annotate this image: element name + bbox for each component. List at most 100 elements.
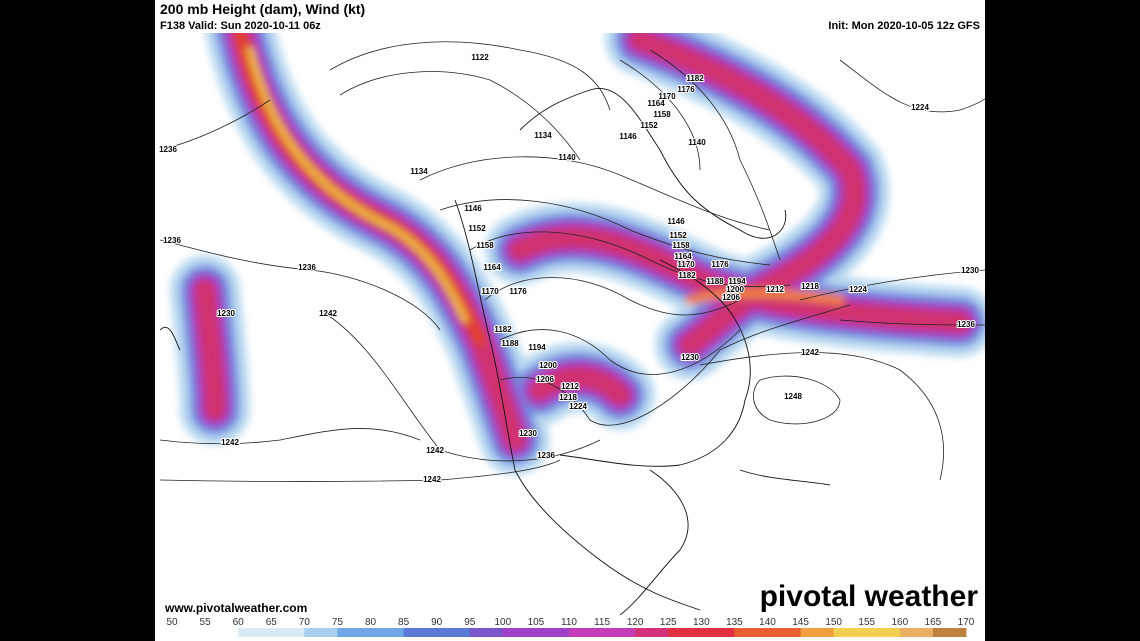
website: www.pivotalweather.com (164, 601, 307, 615)
contour-label: 1242 (221, 438, 239, 447)
contour-label: 1182 (686, 74, 704, 83)
contour-label: 1206 (536, 375, 554, 384)
contour-label: 1140 (688, 138, 706, 147)
contour-label: 1170 (658, 92, 676, 101)
contour-label: 1158 (653, 110, 671, 119)
colorbar-segment (469, 628, 504, 637)
colorbar-segment (899, 628, 934, 637)
colorbar-segment (436, 628, 471, 637)
contour-label: 1134 (410, 167, 428, 176)
colorbar-segment (635, 628, 669, 637)
contour-label: 1242 (426, 446, 444, 455)
colorbar-tick-label: 170 (958, 617, 975, 628)
colorbar-tick-label: 160 (891, 617, 908, 628)
colorbar-tick-label: 70 (299, 617, 311, 628)
jet-core (205, 33, 960, 440)
colorbar-segment (370, 628, 405, 637)
contour-label: 1212 (766, 285, 784, 294)
contour-label: 1230 (217, 309, 235, 318)
colorbar-segment (767, 628, 802, 637)
contour-label: 1248 (784, 392, 802, 401)
contour-label: 1224 (569, 402, 587, 411)
contour-label: 1200 (539, 361, 557, 370)
colorbar-tick-label: 110 (561, 617, 577, 628)
colorbar-segment (238, 628, 272, 637)
colorbar-segment (569, 628, 603, 637)
map-area: 1122 1236 1236 1236 1230 1242 1242 1242 1242 1134… (158, 33, 985, 615)
contour-label: 1230 (519, 429, 537, 438)
colorbar-segment (337, 628, 371, 637)
contour-label: 1200 (726, 285, 744, 294)
contour-label: 1188 (501, 339, 519, 348)
contour-label: 1194 (528, 343, 546, 352)
colorbar-tick-label: 150 (825, 617, 842, 628)
contour-label: 1182 (678, 271, 696, 280)
contour-label: 1242 (319, 309, 337, 318)
colorbar-tick-label: 115 (594, 617, 610, 628)
colorbar-tick-label: 95 (464, 617, 476, 628)
contour-label: 1236 (163, 236, 181, 245)
colorbar-segment (833, 628, 868, 637)
colorbar-segment (932, 628, 967, 637)
colorbar-tick-label: 50 (166, 617, 178, 628)
contour-label: 1164 (674, 252, 692, 261)
contour-label: 1236 (957, 320, 975, 329)
logo: pivotal weather (760, 580, 979, 613)
colorbar-tick-label: 135 (726, 617, 743, 628)
contour-label: 1170 (481, 287, 499, 296)
colorbar-segment (866, 628, 901, 637)
colorbar-tick-label: 140 (759, 617, 776, 628)
contour-label: 1242 (423, 475, 441, 484)
contour-label: 1194 (728, 277, 746, 286)
contour-label: 1176 (509, 287, 527, 296)
colorbar-tick-label: 125 (660, 617, 677, 628)
colorbar-segment (271, 628, 305, 637)
contour-label: 1224 (849, 285, 867, 294)
contour-label: 1122 (471, 53, 489, 62)
colorbar-segment (502, 628, 537, 637)
colorbar-tick-label: 90 (431, 617, 443, 628)
contour-label: 1146 (619, 132, 637, 141)
contour-label: 1134 (534, 131, 552, 140)
colorbar-segment (403, 628, 438, 637)
colorbar-tick-label: 100 (494, 617, 511, 628)
colorbar-tick-label: 60 (233, 617, 245, 628)
colorbar-tick-label: 75 (332, 617, 344, 628)
colorbar-tick-label: 145 (792, 617, 809, 628)
colorbar-tick-label: 130 (693, 617, 710, 628)
contour-label: 1236 (159, 145, 177, 154)
contour-label: 1236 (298, 263, 316, 272)
colorbar-tick-label: 55 (200, 617, 212, 628)
colorbar-segment (701, 628, 735, 637)
contour-label: 1236 (537, 451, 555, 460)
contour-label: 1146 (667, 217, 685, 226)
map-title: 200 mb Height (dam), Wind (kt) (160, 1, 365, 17)
colorbar-tick-label: 85 (398, 617, 410, 628)
contour-label: 1158 (672, 241, 690, 250)
coastlines (159, 88, 831, 615)
contour-label: 1230 (961, 266, 979, 275)
contour-label: 1218 (559, 393, 577, 402)
contour-label: 1140 (558, 153, 576, 162)
valid-time: F138 Valid: Sun 2020-10-11 06z (160, 20, 321, 32)
colorbar-tick-label: 165 (925, 617, 942, 628)
contour-label: 1164 (647, 99, 665, 108)
contour-label: 1170 (677, 260, 695, 269)
colorbar-tick-label: 80 (365, 617, 377, 628)
contour-label: 1146 (464, 204, 482, 213)
colorbar-segment (800, 628, 835, 637)
colorbar-segment (205, 628, 239, 637)
colorbar-tick-label: 105 (528, 617, 545, 628)
colorbar-tick-label: 120 (627, 617, 644, 628)
colorbar-segment (602, 628, 636, 637)
colorbar-segment (535, 628, 570, 637)
colorbar-segment (668, 628, 702, 637)
colorbar-tick-label: 155 (858, 617, 875, 628)
colorbar-tick-label: 65 (266, 617, 278, 628)
contour-label: 1206 (722, 293, 740, 302)
contour-label: 1212 (561, 382, 579, 391)
contour-label: 1182 (494, 325, 512, 334)
colorbar: 50 55 60 65 70 75 80 85 90 95 100 105 110 115 120 125 13… (155, 615, 985, 641)
contour-label: 1164 (483, 263, 501, 272)
